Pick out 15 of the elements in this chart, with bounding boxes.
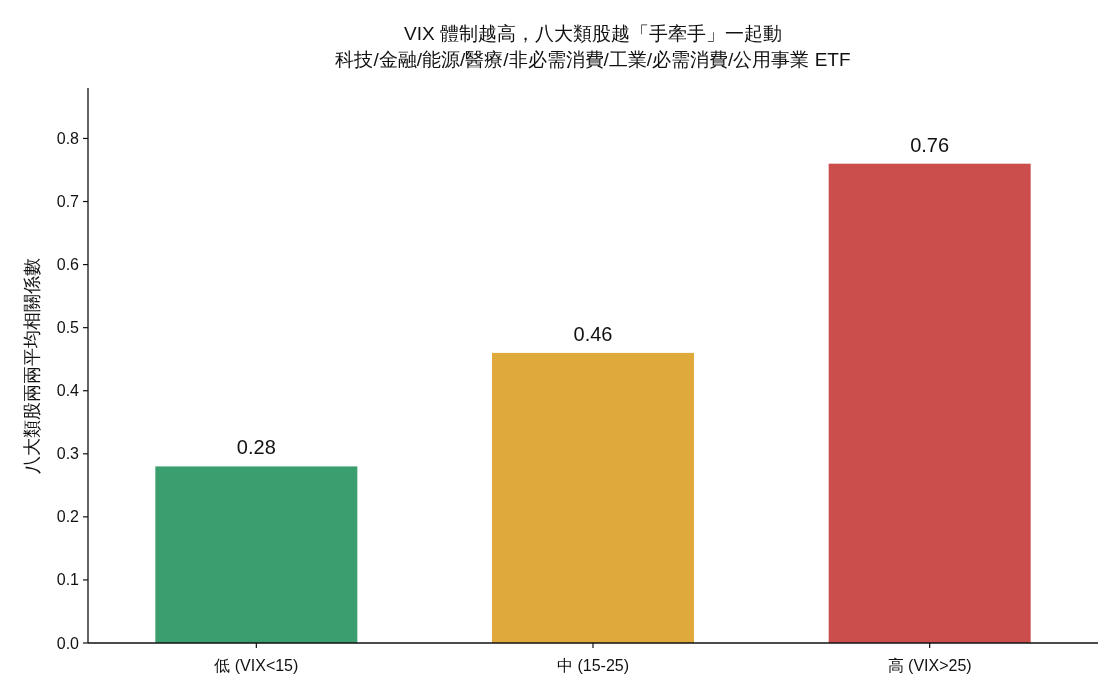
ytick: 0.0: [56, 634, 79, 652]
ytick: 0.2: [56, 508, 79, 526]
ytick: 0.8: [56, 129, 79, 147]
ylabel: 八大類股兩兩平均相關係數: [22, 257, 42, 474]
xtick: 高 (VIX>25): [887, 657, 972, 674]
xtick: 中 (15-25): [557, 657, 629, 674]
ytick: 0.5: [56, 319, 79, 337]
xtick: 低 (VIX<15): [214, 657, 299, 674]
subtitle: 科技/金融/能源/醫療/非必需消費/工業/必需消費/公用事業 ETF: [335, 49, 851, 70]
ytick: 0.7: [56, 193, 79, 210]
title: VIX 體制越高，八大類股越「手牽手」一起動: [404, 23, 782, 44]
ytick: 0.4: [56, 382, 79, 400]
ytick: 0.6: [56, 256, 79, 274]
ytick: 0.1: [56, 571, 79, 589]
ytick: 0.3: [56, 445, 79, 463]
